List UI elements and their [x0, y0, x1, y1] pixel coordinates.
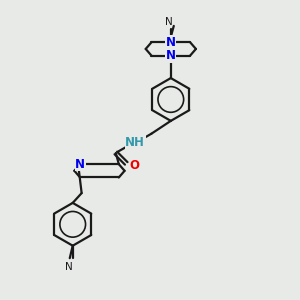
Text: O: O — [130, 159, 140, 172]
Text: N: N — [166, 49, 176, 62]
Text: N: N — [75, 158, 85, 171]
Text: NH: NH — [125, 136, 145, 149]
Text: N: N — [65, 262, 73, 272]
Text: N: N — [166, 36, 176, 49]
Text: N: N — [165, 16, 173, 26]
